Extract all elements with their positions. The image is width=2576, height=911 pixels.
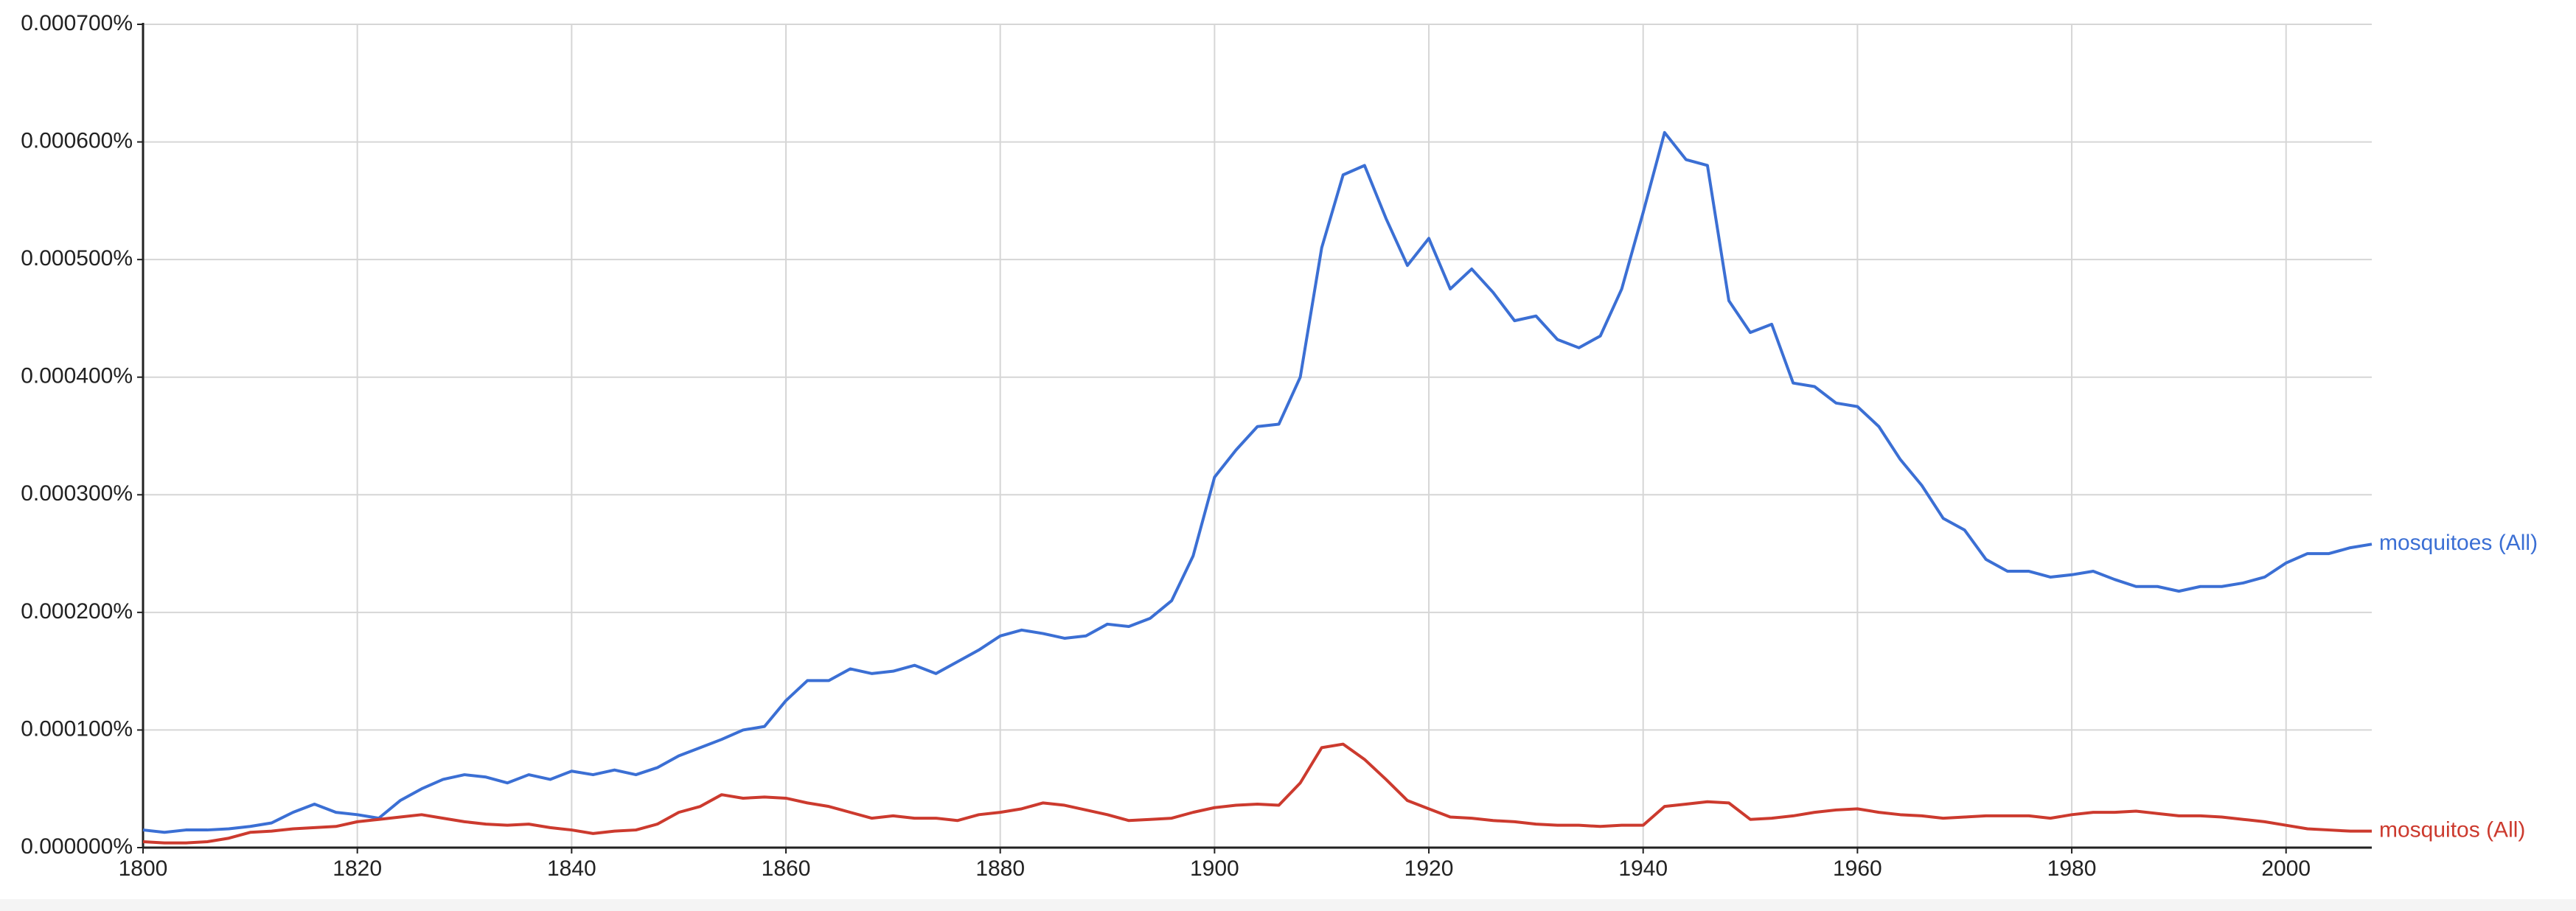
x-tick-label: 1840 — [547, 856, 596, 881]
y-tick-label: 0.000600% — [21, 128, 133, 153]
x-tick-label: 1900 — [1190, 856, 1239, 881]
x-tick-label: 1820 — [333, 856, 382, 881]
y-tick-label: 0.000500% — [21, 246, 133, 270]
y-tick-label: 0.000400% — [21, 364, 133, 388]
x-tick-label: 1880 — [975, 856, 1025, 881]
x-tick-label: 1860 — [762, 856, 811, 881]
y-tick-label: 0.000700% — [21, 11, 133, 35]
y-tick-label: 0.000200% — [21, 599, 133, 624]
series-label: mosquitos (All) — [2379, 818, 2525, 842]
series-line — [142, 742, 2372, 845]
x-tick-label: 1800 — [119, 856, 168, 881]
y-tick-label: 0.000100% — [21, 716, 133, 741]
series-line — [142, 130, 2373, 834]
x-tick-label: 1960 — [1833, 856, 1882, 881]
x-tick-label: 1940 — [1618, 856, 1668, 881]
footer-strip — [0, 899, 2576, 911]
x-tick-label: 2000 — [2261, 856, 2311, 881]
y-tick-label: 0.000300% — [21, 481, 133, 506]
x-tick-label: 1920 — [1404, 856, 1454, 881]
x-tick-label: 1980 — [2047, 856, 2097, 881]
y-tick-label: 0.000000% — [21, 834, 133, 859]
series-label: mosquitoes (All) — [2379, 531, 2538, 555]
